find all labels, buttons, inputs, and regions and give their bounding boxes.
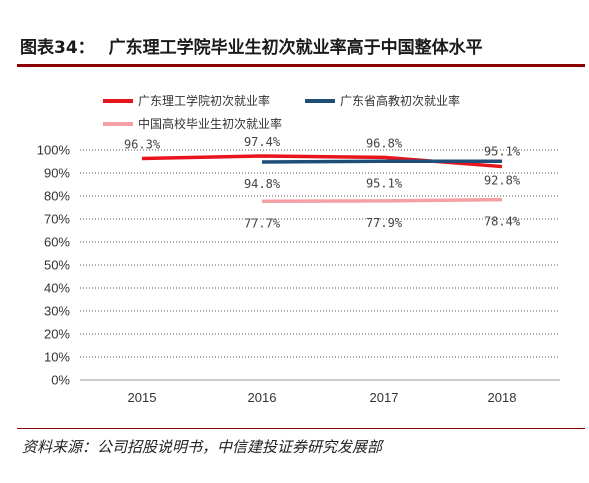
title-rule bbox=[17, 64, 585, 67]
figure-title: 图表34： 广东理工学院毕业生初次就业率高于中国整体水平 bbox=[20, 33, 483, 58]
data-label: 92.8% bbox=[484, 174, 521, 188]
data-label: 95.1% bbox=[484, 144, 521, 158]
y-tick-label: 70% bbox=[44, 212, 70, 227]
figure-title-text: 广东理工学院毕业生初次就业率高于中国整体水平 bbox=[108, 38, 483, 58]
source-note: 资料来源：公司招股说明书，中信建投证券研究发展部 bbox=[22, 438, 383, 456]
data-label: 96.3% bbox=[124, 138, 161, 152]
data-label: 78.4% bbox=[484, 215, 521, 229]
x-tick-label: 2015 bbox=[128, 390, 157, 405]
data-label: 95.1% bbox=[366, 176, 403, 190]
y-tick-label: 80% bbox=[44, 189, 70, 204]
gridlines bbox=[80, 149, 560, 358]
data-label: 94.8% bbox=[244, 177, 281, 191]
data-label: 77.7% bbox=[244, 216, 281, 230]
data-labels: 96.3% 97.4% 96.8% 92.8% 94.8% 95.1% 95.1% 77.7%… bbox=[124, 135, 521, 230]
x-tick-label: 2017 bbox=[370, 390, 399, 405]
x-tick-label: 2016 bbox=[248, 390, 277, 405]
y-tick-label: 50% bbox=[44, 258, 70, 273]
source-rule bbox=[17, 428, 585, 429]
data-label: 97.4% bbox=[244, 135, 281, 149]
data-label: 77.9% bbox=[366, 216, 403, 230]
data-label: 96.8% bbox=[366, 136, 403, 150]
y-tick-label: 60% bbox=[44, 235, 70, 250]
legend-label: 中国高校毕业生初次就业率 bbox=[138, 116, 282, 131]
axes: 0% 10% 20% 30% 40% 50% 60% 70% 80% 90% 100% 2015 201… bbox=[37, 143, 560, 405]
series-lines bbox=[141, 154, 503, 204]
y-tick-label: 20% bbox=[44, 327, 70, 342]
y-tick-label: 30% bbox=[44, 304, 70, 319]
figure-number: 图表34： bbox=[20, 38, 95, 58]
y-tick-label: 10% bbox=[44, 350, 70, 365]
y-tick-label: 100% bbox=[37, 143, 71, 158]
legend-label: 广东理工学院初次就业率 bbox=[138, 93, 270, 108]
legend-label: 广东省高教初次就业率 bbox=[340, 93, 460, 108]
series-line bbox=[261, 197, 503, 204]
series-line bbox=[261, 159, 502, 164]
x-tick-label: 2018 bbox=[488, 390, 517, 405]
y-tick-label: 40% bbox=[44, 281, 70, 296]
y-tick-label: 0% bbox=[51, 373, 70, 388]
y-tick-label: 90% bbox=[44, 166, 70, 181]
